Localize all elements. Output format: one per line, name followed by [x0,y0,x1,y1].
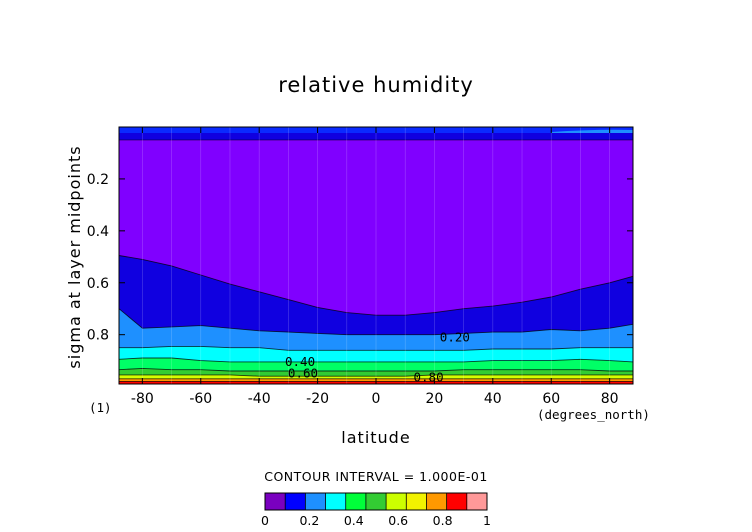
panel-label: (1) [89,400,112,415]
colorbar-swatch [345,493,366,510]
colorbar-label: 0.8 [433,513,453,528]
chart-title: relative humidity [278,73,474,97]
contour-line-0.4 [118,357,634,363]
x-axis-label: latitude [341,428,410,447]
x-tick-label: 20 [425,391,443,407]
colorbar-label: 0 [261,513,269,528]
contour-line-0.6 [119,374,633,377]
colorbar-swatch [426,493,447,510]
x-axis-units: (degrees_north) [537,407,650,422]
contour-label: 0.60 [288,366,318,381]
x-tick-label: -40 [248,391,271,407]
colorbar-label: 0.6 [388,513,408,528]
x-tick-label: 40 [484,391,502,407]
contour-interval-note: CONTOUR INTERVAL = 1.000E-01 [264,469,488,484]
contour-line-0.2 [118,308,634,336]
colorbar-label: 0.4 [344,513,364,528]
x-tick-label: -20 [306,391,329,407]
contour-label: 0.20 [440,329,470,344]
colorbar-swatch [386,493,407,510]
colorbar-swatch [466,493,487,510]
colorbar-label: 1 [483,513,491,528]
colorbar-swatch [446,493,467,510]
contour-label: 0.80 [414,370,444,385]
contour-label: 0.40 [285,354,315,369]
contour-line-0.5 [118,367,633,372]
y-tick-label: 0.6 [87,276,109,292]
contour-line-0.3 [119,345,633,351]
y-axis-label: sigma at layer midpoints [65,145,84,368]
contour-line-0.1 [118,255,634,316]
colorbar-swatch [305,493,326,510]
y-tick-label: 0.2 [87,172,109,188]
colorbar-frame [264,492,488,511]
x-tick-label: -60 [189,391,212,407]
colorbar-swatch [285,493,306,510]
x-tick-label: 0 [372,391,381,407]
x-tick-label: -80 [131,391,154,407]
x-tick-label: 80 [601,391,619,407]
plot-area: 0.20 0.400.60 0.80 -80 -60 -40 -20 0 20 40 60 80 0.2… [87,126,634,407]
colorbar: 0 0.2 0.4 0.6 0.8 1 [261,492,491,528]
colorbar-swatch [406,493,427,510]
colorbar-swatch [265,493,286,510]
x-tick-label: 60 [542,391,560,407]
top-right-patch [551,129,633,133]
y-tick-label: 0.8 [87,328,109,344]
y-tick-label: 0.4 [87,224,109,240]
colorbar-swatch [365,493,387,510]
colorbar-label: 0.2 [299,513,319,528]
colorbar-swatch [325,493,346,510]
